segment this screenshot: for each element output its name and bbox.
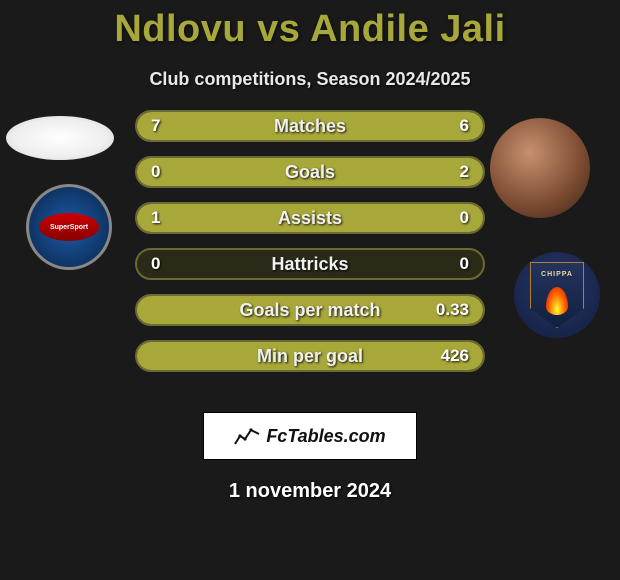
stat-label: Min per goal: [137, 346, 483, 367]
vs-separator: vs: [257, 8, 300, 50]
stat-bars: 7Matches60Goals21Assists00Hattricks0Goal…: [135, 110, 485, 386]
stat-row: 7Matches6: [135, 110, 485, 142]
player1-avatar: [6, 116, 114, 160]
stat-row: 0Goals2: [135, 156, 485, 188]
stat-label: Matches: [137, 116, 483, 137]
player2-club-name: CHIPPA: [531, 271, 583, 278]
source-badge[interactable]: FcTables.com: [203, 412, 417, 460]
stat-value-right: 2: [460, 162, 469, 182]
comparison-date: 1 november 2024: [0, 480, 620, 503]
stat-value-right: 0.33: [436, 300, 469, 320]
stat-row: Min per goal426: [135, 340, 485, 372]
player1-club-name: SuperSport: [39, 213, 99, 241]
stat-label: Goals per match: [137, 300, 483, 321]
stat-value-right: 6: [460, 116, 469, 136]
stat-label: Assists: [137, 208, 483, 229]
comparison-title: Ndlovu vs Andile Jali: [0, 0, 620, 51]
player1-club-badge: SuperSport: [26, 184, 112, 270]
player2-club-badge: CHIPPA: [514, 252, 600, 338]
stat-value-right: 426: [441, 346, 469, 366]
flame-icon: [546, 287, 568, 315]
player2-avatar: [490, 118, 590, 218]
stat-row: Goals per match0.33: [135, 294, 485, 326]
player2-club-shield: CHIPPA: [530, 262, 584, 328]
comparison-body: SuperSport CHIPPA 7Matches60Goals21Assis…: [0, 122, 620, 412]
stat-label: Goals: [137, 162, 483, 183]
stat-row: 0Hattricks0: [135, 248, 485, 280]
comparison-subtitle: Club competitions, Season 2024/2025: [0, 69, 620, 90]
stat-label: Hattricks: [137, 254, 483, 275]
player1-name: Ndlovu: [114, 8, 246, 50]
player2-name: Andile Jali: [310, 8, 506, 50]
chart-icon: [234, 426, 260, 446]
source-text: FcTables.com: [266, 426, 385, 447]
stat-value-right: 0: [460, 208, 469, 228]
stat-row: 1Assists0: [135, 202, 485, 234]
stat-value-right: 0: [460, 254, 469, 274]
